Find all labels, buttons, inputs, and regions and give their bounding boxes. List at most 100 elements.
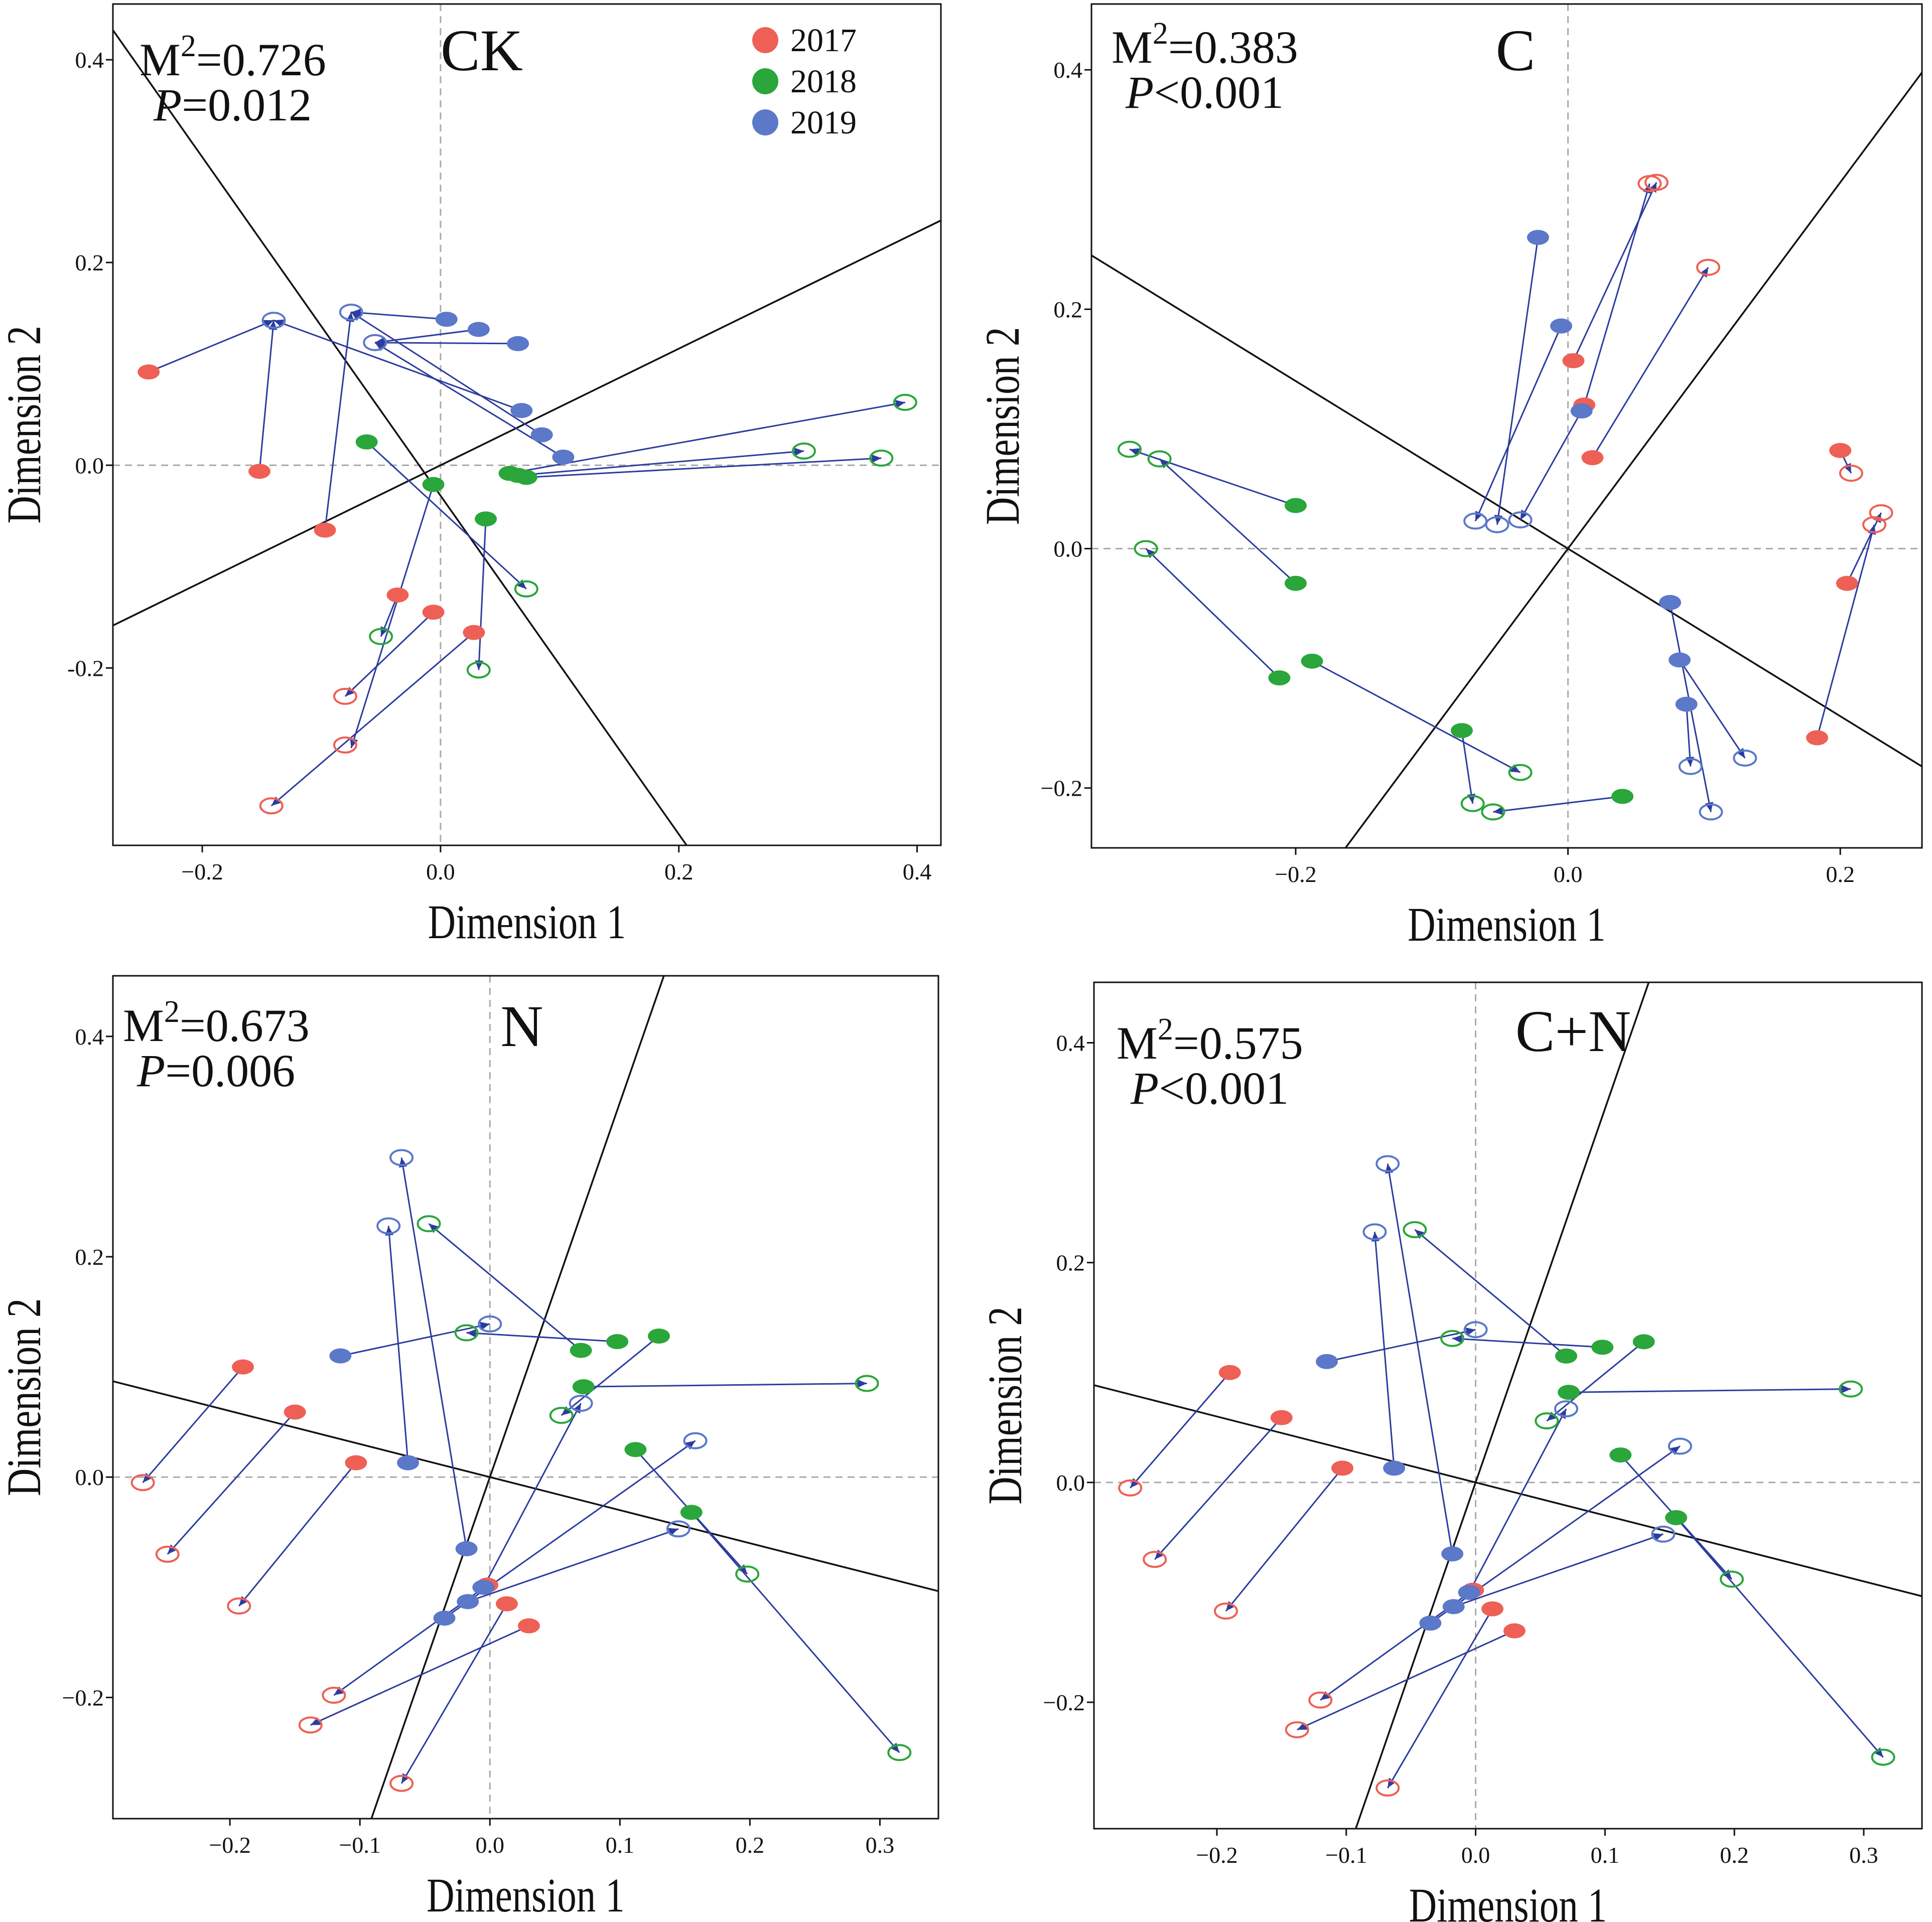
point-open-2019: [1508, 511, 1533, 529]
m2-value: =0.726: [196, 34, 326, 85]
point-2019: [1550, 318, 1573, 334]
legend: 2017 2018 2019: [752, 22, 857, 141]
y-tick-label: 0.2: [75, 250, 104, 275]
plot-frame: [1093, 981, 1923, 1830]
point-open-2018: [1147, 450, 1172, 468]
point-2018: [570, 1343, 592, 1358]
x-axis-title: Dimension 1: [1408, 898, 1606, 951]
panel-ck: −0.2 0.0 0.2 0.4 -0.2 0.0 0.2 0.4 Dimension 1 Dim…: [0, 3, 942, 949]
x-axis-title: Dimension 1: [427, 1869, 625, 1922]
y-tick-label: 0.4: [1054, 57, 1083, 83]
legend-marker-2018: [752, 68, 778, 94]
arrow-group: [148, 309, 906, 807]
point-open-2019: [478, 1315, 502, 1333]
point-2017: [495, 1596, 518, 1611]
point-2017: [345, 1455, 367, 1470]
point-open-2018: [855, 1375, 879, 1392]
point-open-2019: [569, 1395, 593, 1412]
p-statistic: P=0.012: [153, 79, 312, 130]
panel-c-plus-n: −0.2 −0.1 0.0 0.1 0.2 0.3 −0.2 0.0 0.2 0.4 Dimensi…: [979, 981, 1923, 1922]
point-2019: [397, 1455, 420, 1470]
arrow-2019: [1474, 326, 1562, 522]
x-tick-label: 0.3: [866, 1832, 895, 1858]
point-open-2018: [1871, 1748, 1895, 1766]
point-open-2019: [1668, 1437, 1692, 1455]
point-2017: [517, 1618, 540, 1634]
x-axis-title: Dimension 1: [428, 896, 626, 949]
x-tick-label: −0.2: [1196, 1842, 1237, 1868]
m2-value: =0.673: [180, 1000, 310, 1051]
arrow-2019: [1468, 1408, 1567, 1593]
point-2017: [284, 1404, 306, 1420]
point-open-2018: [1720, 1570, 1744, 1588]
point-2018: [355, 434, 378, 450]
point-2017: [1503, 1623, 1526, 1639]
arrow-2019: [351, 309, 447, 320]
point-open-2018: [549, 1407, 574, 1424]
m2-statistic: M2=0.575: [1117, 1012, 1303, 1069]
point-2018: [680, 1505, 703, 1520]
point-open-2018: [454, 1324, 479, 1342]
point-open-2018: [887, 1744, 912, 1761]
point-2017: [1331, 1460, 1353, 1476]
point-open-2017: [1862, 516, 1887, 533]
point-open-2017: [1839, 465, 1863, 482]
point-open-2017: [389, 1775, 414, 1792]
m2-value: =0.575: [1173, 1017, 1303, 1069]
point-2018: [515, 470, 537, 485]
arrow-2019: [1371, 1232, 1395, 1468]
arrow-2018: [466, 1329, 618, 1343]
arrow-2017: [1573, 182, 1658, 361]
point-2017: [1218, 1365, 1241, 1380]
arrow-2017: [238, 1462, 357, 1607]
point-open-2018: [466, 661, 491, 679]
y-tick-label: 0.0: [75, 453, 104, 478]
x-tick-label: 0.1: [1591, 1842, 1620, 1868]
point-2018: [475, 511, 497, 527]
rotation-axis-line: [112, 1380, 939, 1592]
y-tick-label: 0.2: [1054, 297, 1083, 322]
point-open-2017: [1118, 1479, 1143, 1497]
point-2017: [1270, 1410, 1293, 1425]
m2-exponent: 2: [164, 995, 180, 1029]
y-axis-title: Dimension 2: [979, 1306, 1032, 1505]
panel-title: C: [1496, 18, 1536, 83]
panel-n: −0.2 −0.1 0.0 0.1 0.2 0.3 −0.2 0.0 0.2 0.4 Dimensi…: [0, 975, 939, 1922]
arrow-group: [1129, 182, 1882, 815]
point-open-2019: [1651, 1525, 1676, 1543]
x-tick-label: 0.0: [1461, 1842, 1490, 1868]
point-open-2018: [791, 442, 816, 460]
plot-frame: [112, 3, 942, 846]
point-2018: [606, 1334, 629, 1350]
y-tick-label: 0.2: [75, 1244, 104, 1270]
point-2018: [1284, 498, 1307, 513]
arrow-2017: [1225, 1467, 1343, 1612]
point-open-2018: [369, 628, 393, 645]
point-2017: [463, 625, 485, 640]
arrow-2017: [1816, 524, 1876, 738]
arrow-2019: [375, 338, 518, 347]
arrow-2019: [1453, 1533, 1664, 1607]
y-tick-label: 0.0: [75, 1464, 104, 1490]
arrow-2018: [1311, 660, 1521, 774]
point-open-2019: [1733, 750, 1757, 767]
p-value: <0.001: [1159, 1063, 1289, 1114]
panel-title: CK: [441, 18, 523, 83]
p-value: =0.006: [165, 1045, 295, 1096]
arrow-2018: [1493, 795, 1623, 815]
y-tick-label: −0.2: [1041, 776, 1082, 801]
point-2018: [1284, 575, 1307, 591]
point-open-2018: [869, 450, 894, 467]
point-open-2019: [1375, 1155, 1400, 1172]
m2-statistic: M2=0.673: [123, 995, 310, 1051]
point-open-2019: [1699, 803, 1723, 821]
point-open-2017: [1696, 258, 1721, 276]
point-2018: [1301, 653, 1323, 669]
rotation-axis-line: [1091, 254, 1922, 768]
x-tick-label: −0.2: [1275, 861, 1316, 887]
x-tick-label: 0.0: [426, 859, 455, 884]
point-2018: [1555, 1348, 1578, 1364]
arrow-2017: [1297, 1630, 1515, 1731]
panel-title: C+N: [1515, 998, 1631, 1064]
